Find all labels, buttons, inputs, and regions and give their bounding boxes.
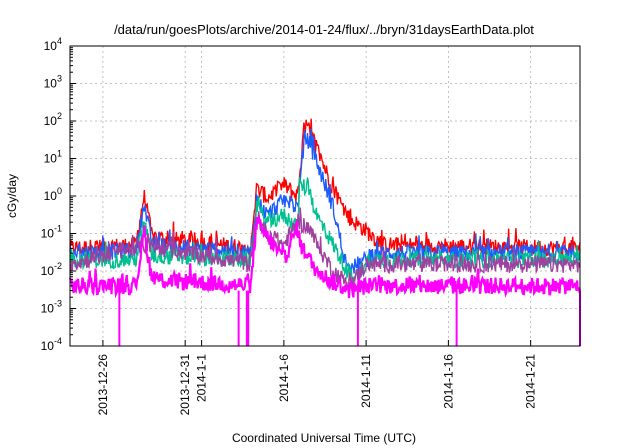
series-line-4: [69, 207, 581, 293]
x-tick-label: 2014-1-21: [524, 354, 538, 409]
series-line-3: [69, 177, 581, 285]
y-tick-label: 103: [44, 74, 62, 91]
series-line-5: [68, 216, 582, 299]
x-tick-label: 2014-1-11: [359, 354, 373, 408]
y-tick-label: 104: [44, 36, 62, 53]
y-tick-label: 102: [44, 111, 62, 128]
x-axis-label: Coordinated Universal Time (UTC): [232, 431, 416, 445]
x-tick-label: 2014-1-16: [441, 354, 455, 409]
x-tick-label: 2014-1-6: [277, 354, 291, 402]
y-tick-label: 101: [44, 149, 62, 166]
grid: [70, 46, 580, 346]
y-tick-label: 10-4: [41, 336, 62, 353]
y-axis-label: cGy/day: [5, 174, 19, 218]
y-tick-label: 10-2: [41, 261, 62, 278]
x-axis: 2013-12-26 2013-12-31 2014-1-1 2014-1-6 2014…: [96, 340, 538, 415]
y-tick-label: 100: [44, 186, 62, 203]
plot-area: [68, 118, 582, 346]
chart-title: /data/run/goesPlots/archive/2014-01-24/f…: [114, 22, 534, 37]
y-tick-label: 10-1: [41, 224, 62, 241]
x-tick-label: 2013-12-31: [178, 354, 192, 416]
y-axis: 10-4 10-3 10-2 10-1 100 101 102 103 104: [41, 36, 76, 353]
x-tick-label: 2014-1-1: [195, 354, 209, 402]
x-tick-label: 2013-12-26: [96, 354, 110, 416]
y-tick-label: 10-3: [41, 299, 62, 316]
